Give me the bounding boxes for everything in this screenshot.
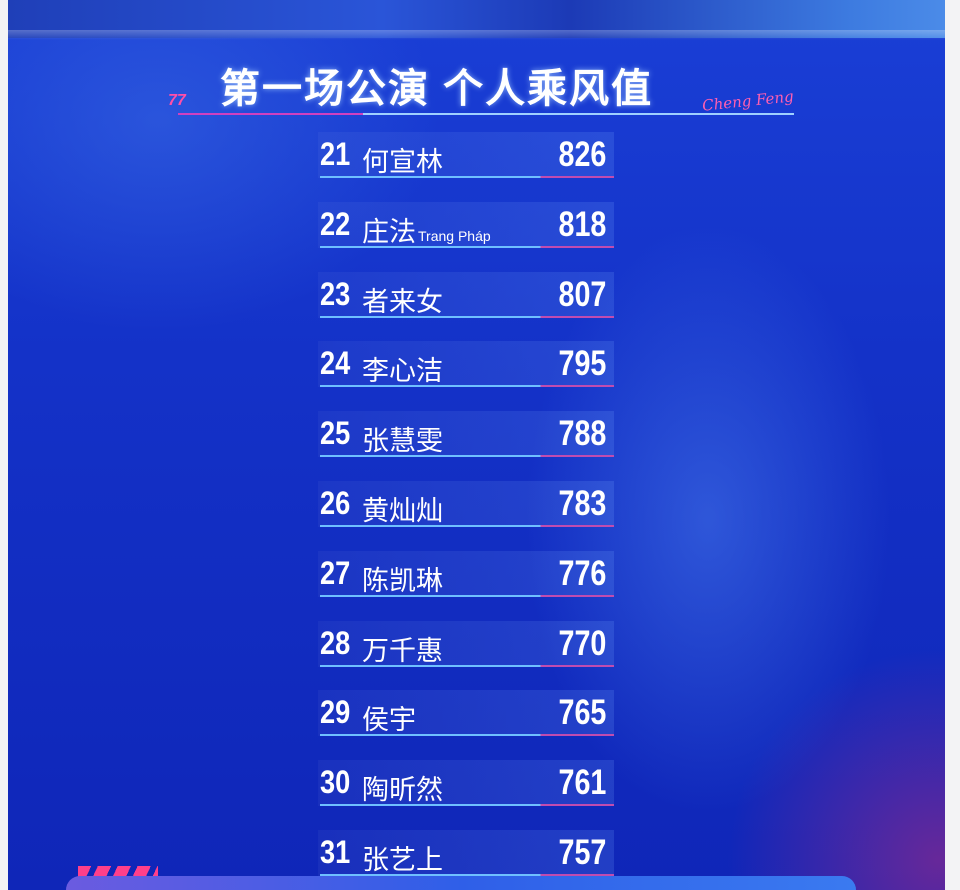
row-highlight [318,271,614,318]
contestant-name: 张慧雯 [362,419,445,458]
row-underline [320,594,614,597]
name-text: 万千惠 [362,635,443,666]
ranking-row: 24 李心洁 795 [318,341,614,388]
score-value: 807 [558,274,606,314]
row-underline [320,525,614,527]
row-highlight [318,201,614,248]
row-highlight [318,690,614,737]
row-highlight [318,132,614,178]
rank-number: 25 [320,415,351,452]
poster-title: 第一场公演 个人乘风值 [220,67,654,111]
row-underline [320,455,614,458]
score-value: 770 [558,623,606,663]
contestant-name: 万千惠 [362,629,445,668]
rank-number: 26 [320,485,351,521]
row-underline [320,874,614,876]
contestant-name: 何宣林 [362,140,445,179]
ranking-row: 26 黄灿灿 783 [318,481,614,527]
name-text: 张慧雯 [362,426,443,457]
contestant-name: 者来女 [362,280,445,319]
ranking-row: 22 庄法 Trang Pháp 818 [318,201,614,249]
rank-number: 29 [320,694,351,731]
name-text: 黄灿灿 [362,496,443,526]
ranking-poster-image[interactable]: 77 第一场公演 个人乘风值 Cheng Feng 21 何宣林 826 22 庄法 Tr… [8,0,945,890]
row-highlight [318,411,614,458]
ranking-row: 21 何宣林 826 [318,132,614,178]
rank-number: 24 [320,345,351,382]
score-value: 757 [558,833,606,872]
ranking-row: 23 者来女 807 [318,271,614,319]
contestant-name: 黄灿灿 [362,489,445,528]
contestant-name: 庄法 Trang Pháp [362,210,491,249]
ranking-row: 28 万千惠 770 [318,620,614,668]
brand-script: Cheng Feng [701,87,795,115]
ranking-row: 25 张慧雯 788 [318,411,614,458]
name-text: 张艺上 [362,845,443,875]
ranking-row: 29 侯宇 765 [318,690,614,737]
row-highlight [318,760,614,807]
rank-number: 22 [320,205,351,242]
contestant-name: 侯宇 [362,698,418,737]
row-underline [320,734,614,737]
rank-number: 27 [320,554,351,591]
score-value: 776 [558,553,606,593]
name-text: 者来女 [362,286,443,317]
bottom-bar [66,876,856,890]
contestant-name: 陶昕然 [362,768,445,807]
rank-number: 28 [320,624,351,661]
row-highlight [318,620,614,667]
top-banner [8,0,945,40]
score-value: 761 [558,763,606,803]
name-text: 陈凯琳 [362,565,443,596]
ranking-row: 27 陈凯琳 776 [318,550,614,598]
score-value: 795 [558,344,606,384]
row-highlight [318,830,614,876]
title-underline [178,113,794,115]
contestant-name: 李心洁 [362,349,445,388]
rank-number: 31 [320,834,351,870]
ranking-row: 31 张艺上 757 [318,830,614,876]
row-underline [320,804,614,807]
contestant-name: 张艺上 [362,838,445,877]
rank-number: 30 [320,764,351,801]
name-text: 侯宇 [362,705,416,736]
rank-number: 23 [320,275,351,312]
name-text: 李心洁 [362,356,443,387]
name-text: 庄法 [362,216,416,247]
name-subtitle: Trang Pháp [418,227,491,244]
row-underline [320,664,614,667]
row-highlight [318,341,614,388]
contestant-name: 陈凯琳 [362,559,445,598]
score-value: 826 [558,135,606,174]
row-highlight [318,550,614,597]
ranking-row: 30 陶昕然 761 [318,760,614,807]
row-underline [320,245,614,248]
row-underline [320,315,614,318]
show-logo-mark: 77 [168,92,186,109]
row-underline [320,385,614,388]
name-text: 陶昕然 [362,775,443,806]
rank-number: 21 [320,136,351,172]
row-underline [320,176,614,178]
score-value: 818 [558,204,606,244]
score-value: 788 [558,414,606,454]
score-value: 783 [558,484,606,523]
row-highlight [318,481,614,527]
name-text: 何宣林 [362,147,443,177]
score-value: 765 [558,693,606,733]
